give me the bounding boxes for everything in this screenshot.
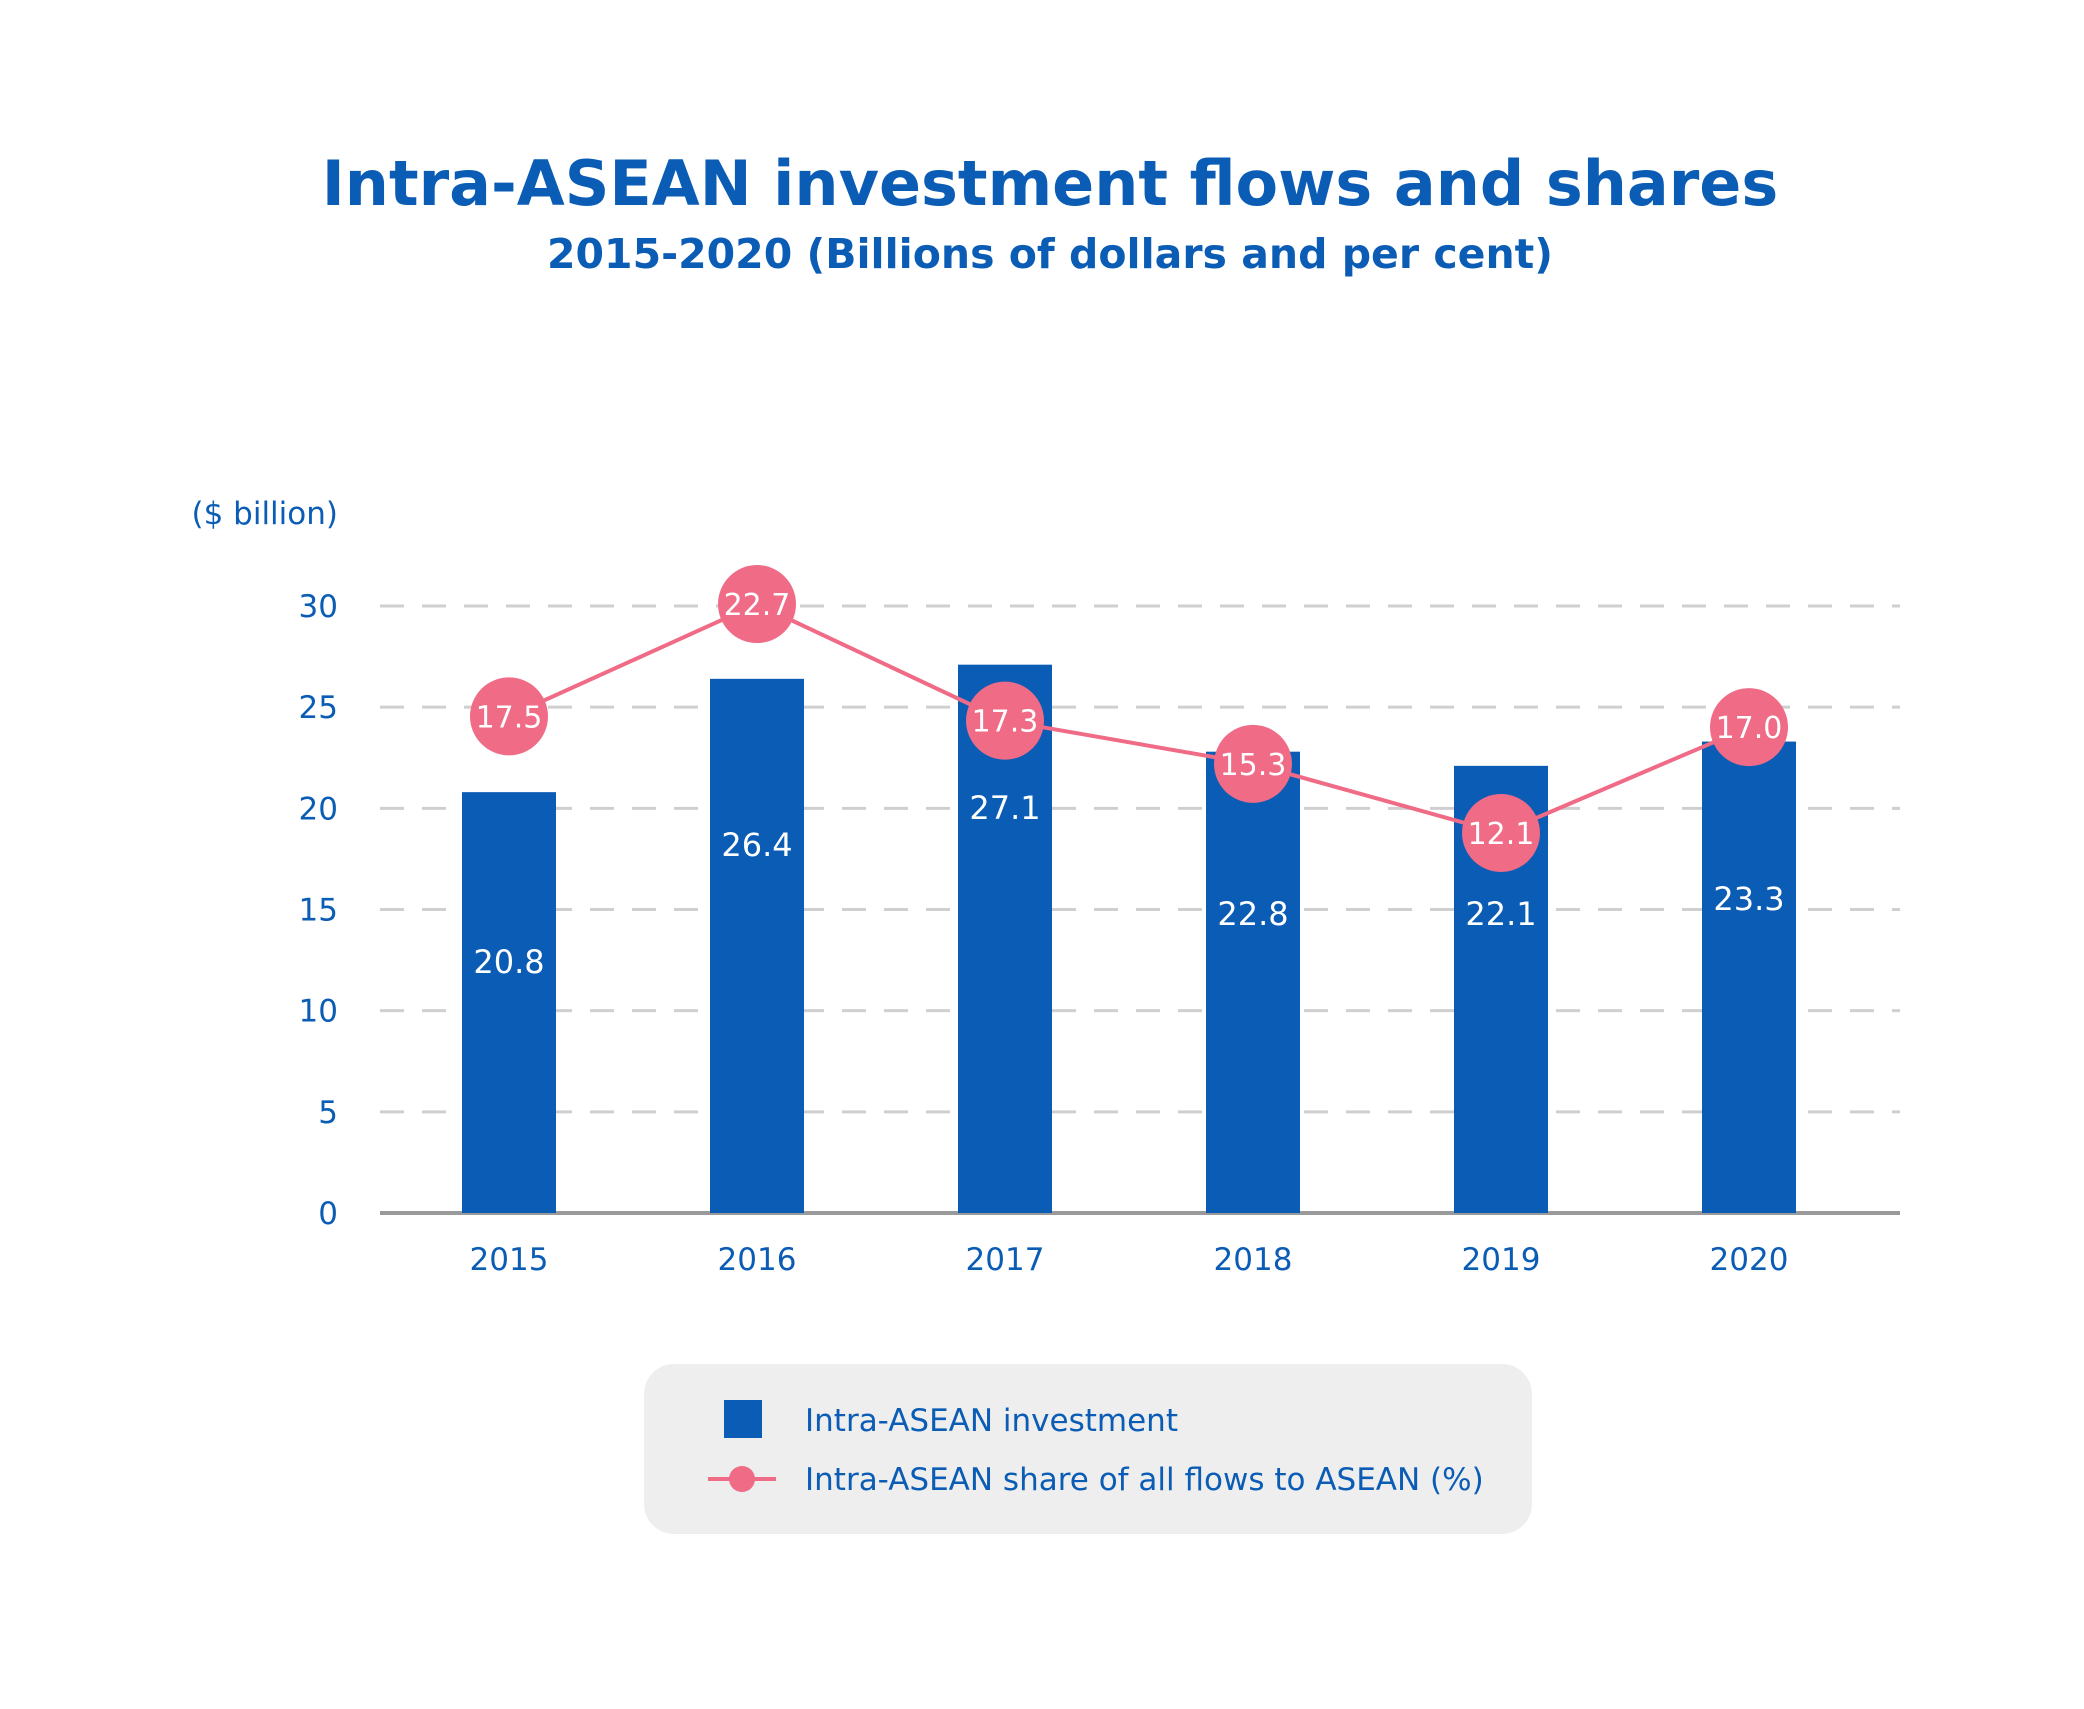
legend-line-label: Intra-ASEAN share of all flows to ASEAN … <box>805 1462 1484 1498</box>
x-tick-label: 2017 <box>966 1242 1045 1278</box>
bar-label: 22.8 <box>1217 895 1288 933</box>
x-tick-label: 2020 <box>1710 1242 1789 1278</box>
share-marker <box>1462 794 1540 872</box>
legend-line-marker <box>729 1466 755 1492</box>
x-tick-label: 2016 <box>718 1242 797 1278</box>
share-label: 17.3 <box>972 705 1039 740</box>
y-tick-label: 30 <box>299 589 338 625</box>
bar-label: 26.4 <box>721 826 792 864</box>
bar-label: 27.1 <box>969 789 1040 827</box>
share-marker <box>1214 724 1292 803</box>
bar <box>1206 751 1300 1213</box>
x-tick-label: 2015 <box>470 1242 549 1278</box>
share-label: 12.1 <box>1468 817 1535 852</box>
bars: 20.8 26.4 27.1 22.8 22.1 23.3 <box>462 664 1796 1213</box>
share-label: 17.5 <box>476 700 543 735</box>
bar <box>462 792 556 1213</box>
share-label: 22.7 <box>724 588 791 623</box>
y-axis-label: ($ billion) <box>191 496 338 532</box>
share-label: 15.3 <box>1220 748 1287 783</box>
legend-box <box>644 1364 1532 1534</box>
y-tick-label: 0 <box>318 1196 338 1232</box>
chart-title: Intra-ASEAN investment flows and shares <box>322 147 1779 220</box>
y-tick-label: 25 <box>299 690 338 726</box>
x-tick-label: 2019 <box>1462 1242 1541 1278</box>
y-tick-label: 20 <box>299 791 338 827</box>
y-tick-label: 15 <box>299 893 338 929</box>
bar <box>710 678 804 1213</box>
bar <box>1702 741 1796 1213</box>
share-label: 17.0 <box>1716 711 1783 746</box>
share-marker <box>966 681 1044 760</box>
bar-label: 23.3 <box>1713 880 1784 918</box>
chart-subtitle: 2015-2020 (Billions of dollars and per c… <box>547 230 1553 278</box>
y-tick-label: 5 <box>318 1095 338 1131</box>
y-tick-label: 10 <box>299 994 338 1030</box>
bar-label: 20.8 <box>473 943 544 981</box>
share-marker <box>470 677 548 756</box>
legend-bar-swatch <box>724 1400 762 1438</box>
grid: 0 5 10 15 20 25 30 <box>299 589 1900 1232</box>
bar-label: 22.1 <box>1465 895 1536 933</box>
share-marker <box>1710 688 1788 767</box>
legend-bar-label: Intra-ASEAN investment <box>805 1403 1178 1439</box>
share-polyline <box>508 601 1750 836</box>
share-line: 17.5 22.7 17.3 15.3 12.1 17.0 <box>470 565 1788 872</box>
legend: Intra-ASEAN investment Intra-ASEAN share… <box>644 1364 1532 1534</box>
x-ticks: 2015 2016 2017 2018 2019 2020 <box>470 1242 1789 1278</box>
x-tick-label: 2018 <box>1214 1242 1293 1278</box>
share-marker <box>718 565 796 644</box>
